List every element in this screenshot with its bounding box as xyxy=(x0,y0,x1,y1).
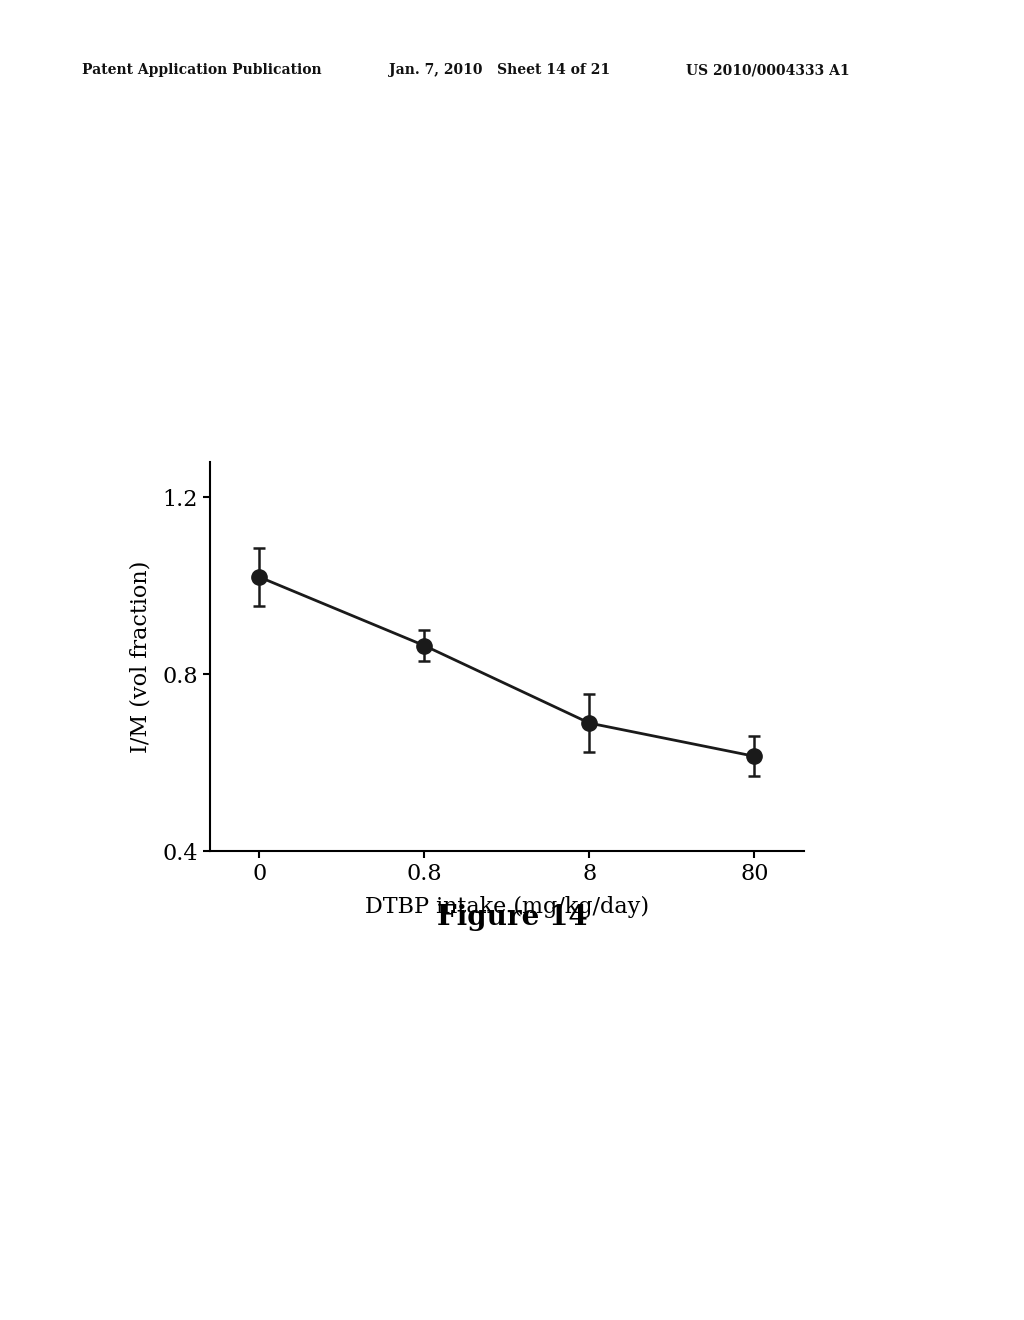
Text: Patent Application Publication: Patent Application Publication xyxy=(82,63,322,78)
Y-axis label: I/M (vol fraction): I/M (vol fraction) xyxy=(129,561,152,752)
Text: Figure 14: Figure 14 xyxy=(436,904,588,931)
Text: US 2010/0004333 A1: US 2010/0004333 A1 xyxy=(686,63,850,78)
Text: Jan. 7, 2010   Sheet 14 of 21: Jan. 7, 2010 Sheet 14 of 21 xyxy=(389,63,610,78)
X-axis label: DTBP intake (mg/kg/day): DTBP intake (mg/kg/day) xyxy=(365,896,649,919)
